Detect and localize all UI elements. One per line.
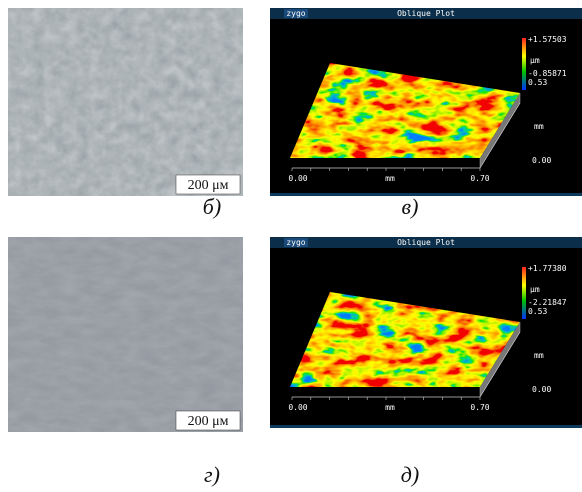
x-start: 0.00 xyxy=(288,174,307,183)
y-extent: 0.53 xyxy=(528,78,547,87)
color-bar xyxy=(522,38,526,90)
scale-bar-label: 200 μм xyxy=(188,414,229,429)
plot-title: Oblique Plot xyxy=(397,238,455,247)
panel-label: б) xyxy=(203,194,221,219)
x-end: 0.70 xyxy=(470,403,489,412)
y-extent: 0.53 xyxy=(528,307,547,316)
z-unit: μm xyxy=(530,56,540,65)
y-unit: mm xyxy=(534,122,544,131)
z-min: -0.85871 xyxy=(528,69,567,78)
panel-label: в) xyxy=(402,194,419,219)
figure: 200 μмб)zygoOblique Plot+1.57503μm-0.858… xyxy=(0,0,582,492)
y-start: 0.00 xyxy=(532,156,551,165)
x-unit: mm xyxy=(385,174,395,183)
y-start: 0.00 xyxy=(532,385,551,394)
bottom-bar xyxy=(270,193,582,196)
micrograph xyxy=(8,8,243,196)
x-unit: mm xyxy=(385,403,395,412)
z-min: -2.21847 xyxy=(528,298,567,307)
bottom-bar xyxy=(270,425,582,428)
color-bar xyxy=(522,267,526,319)
z-unit: μm xyxy=(530,285,540,294)
x-end: 0.70 xyxy=(470,174,489,183)
brand: zygo xyxy=(286,9,305,18)
scale-bar-label: 200 μм xyxy=(188,178,229,193)
plot-title: Oblique Plot xyxy=(397,9,455,18)
panel-label: д) xyxy=(401,462,419,487)
brand: zygo xyxy=(286,238,305,247)
y-unit: mm xyxy=(534,351,544,360)
z-max: +1.57503 xyxy=(528,35,567,44)
z-max: +1.77380 xyxy=(528,264,567,273)
panel-label: г) xyxy=(204,462,220,487)
micrograph xyxy=(8,237,243,432)
x-start: 0.00 xyxy=(288,403,307,412)
